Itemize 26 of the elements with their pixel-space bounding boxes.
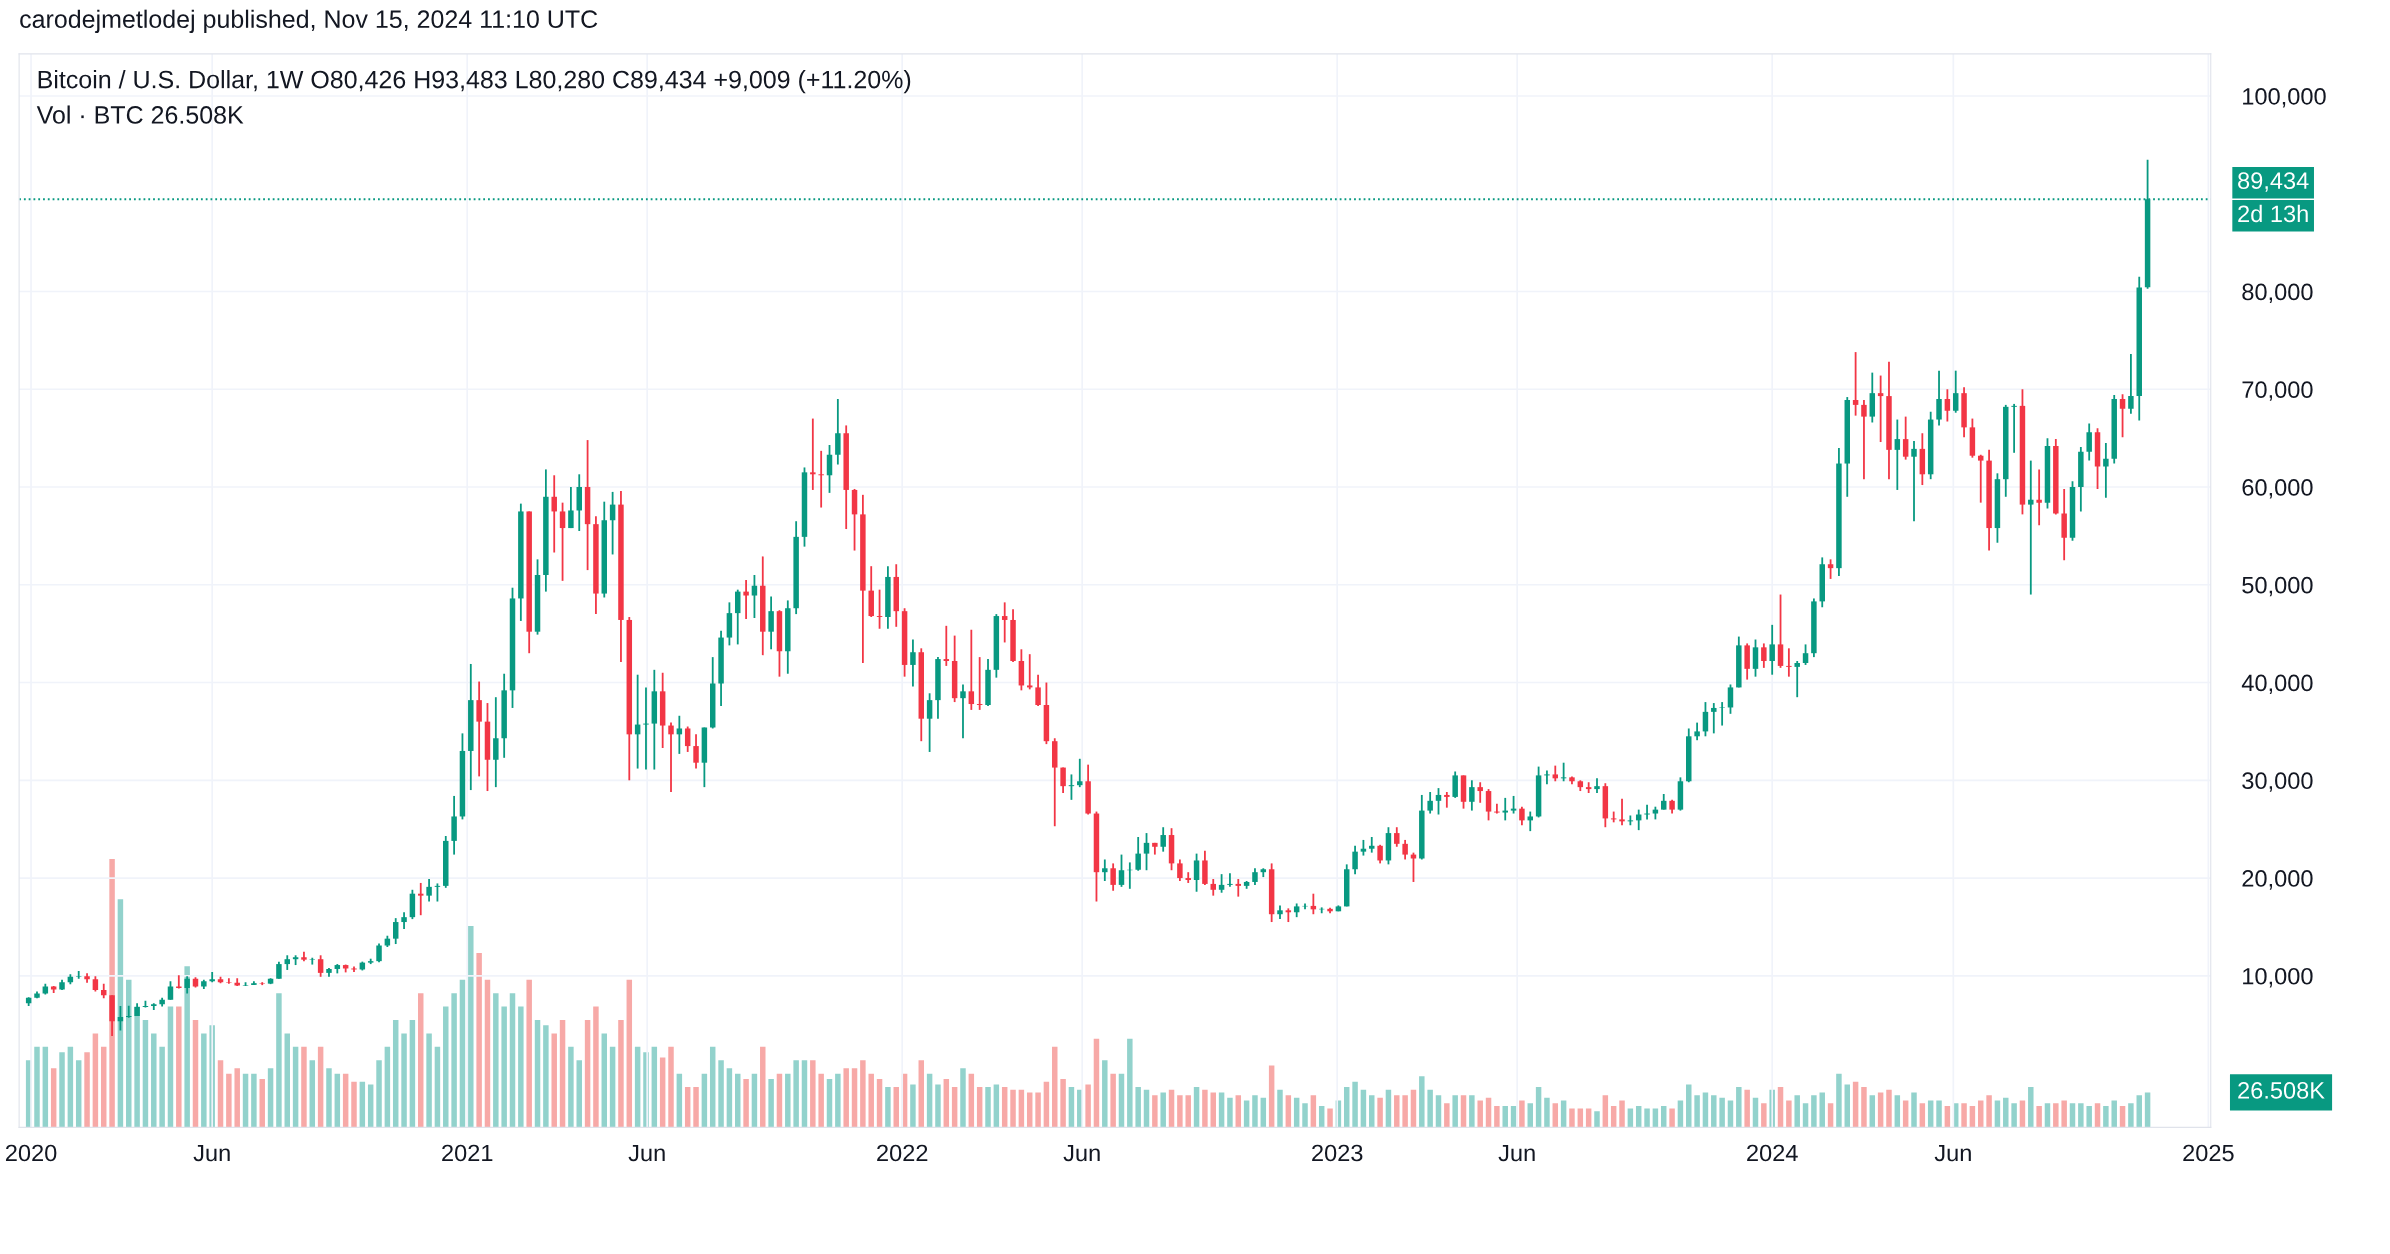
text: 2d 13h xyxy=(2238,204,2308,223)
x-tick-label: 2024 xyxy=(1747,1144,1798,1162)
ref-line-label: 89,434 xyxy=(2238,172,2309,192)
y-tick-label: 60,000 xyxy=(2242,479,2313,499)
y-tick-label: 40,000 xyxy=(2241,674,2313,695)
text: Vol · BTC 26.508K xyxy=(36,105,244,124)
x-tick-label: 2023 xyxy=(1312,1144,1363,1162)
text: carodejmetlodej published, Nov 15, 2024 11:10 UTC xyxy=(20,9,598,33)
y-tick-label: 80,000 xyxy=(2242,283,2313,304)
x-tick-label: 2021 xyxy=(442,1144,493,1162)
x-tick-label: 2022 xyxy=(877,1144,928,1162)
y-tick-label: 50,000 xyxy=(2242,576,2313,597)
x-tick-label: Jun xyxy=(1934,1144,1971,1162)
x-tick-label: 2025 xyxy=(2183,1144,2234,1162)
text: Bitcoin / U.S. Dollar, 1W O80,426 H93,483 L80,280 C89,434 +9,009 (+11.20%) xyxy=(38,70,911,94)
y-tick-label: 70,000 xyxy=(2242,381,2313,401)
y-tick-label: 10,000 xyxy=(2243,967,2313,988)
x-tick-label: Jun xyxy=(1498,1144,1535,1162)
y-tick-label: 20,000 xyxy=(2242,870,2313,890)
x-tick-label: Jun xyxy=(193,1144,230,1162)
x-tick-label: 2020 xyxy=(5,1144,57,1162)
x-tick-label: Jun xyxy=(1063,1144,1100,1162)
text: 26.508K xyxy=(2238,1082,2325,1099)
x-tick-label: Jun xyxy=(628,1144,665,1162)
y-tick-label: 30,000 xyxy=(2242,772,2313,792)
y-tick-label: 100,000 xyxy=(2243,88,2326,108)
